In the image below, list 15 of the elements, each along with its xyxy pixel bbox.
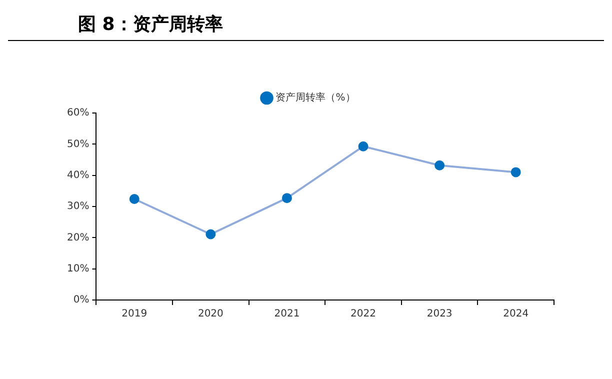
y-tick-label: 20% (66, 232, 90, 244)
y-tick-label: 60% (66, 108, 90, 119)
x-tick-label: 2023 (426, 308, 452, 320)
y-tick-label: 0% (73, 294, 90, 306)
x-tick-label: 2024 (503, 308, 529, 320)
x-tick-label: 2019 (122, 308, 148, 320)
x-tick-label: 2021 (274, 308, 300, 320)
x-tick-label: 2020 (198, 308, 224, 320)
chart-title: 图 8：资产周转率 (8, 8, 604, 41)
y-tick-label: 30% (66, 201, 90, 212)
legend-label: 资产周转率（%） (276, 92, 356, 104)
y-tick-label: 40% (66, 170, 90, 181)
y-tick-label: 10% (66, 263, 90, 274)
x-tick-label: 2022 (350, 308, 376, 320)
y-tick-label: 50% (66, 138, 90, 150)
